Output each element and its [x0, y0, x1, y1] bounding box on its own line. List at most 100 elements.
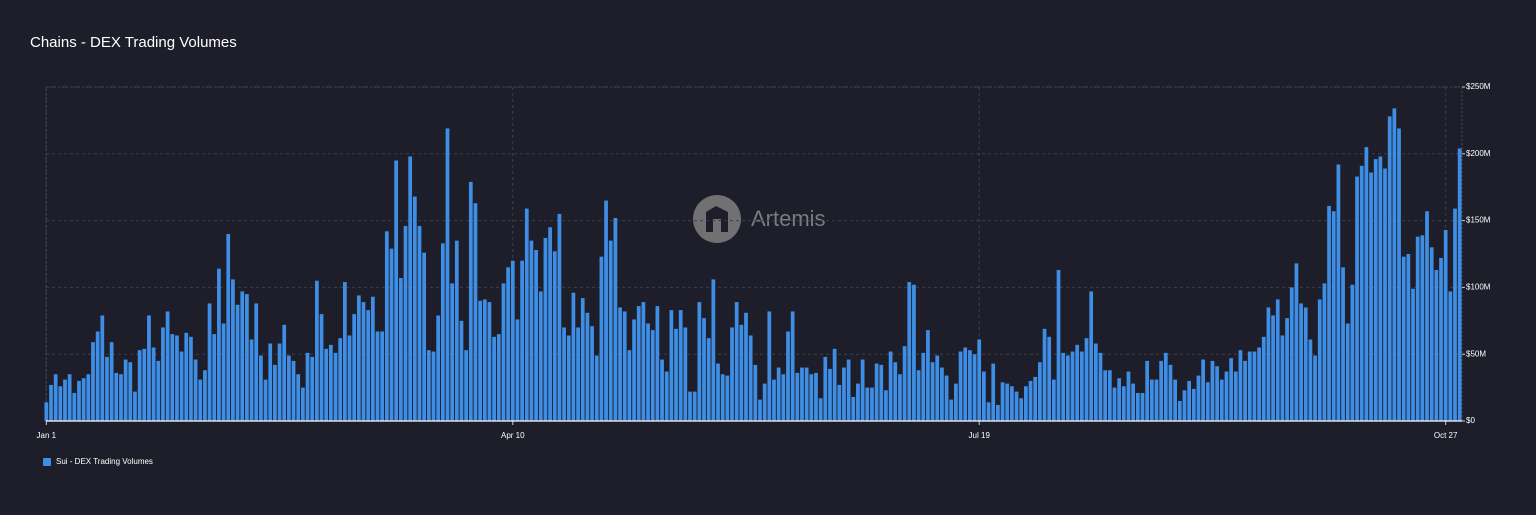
- bar: [660, 359, 664, 421]
- bar: [366, 310, 371, 421]
- bar: [81, 378, 86, 421]
- bar: [496, 334, 501, 421]
- bar: [814, 372, 818, 421]
- bar: [1392, 108, 1397, 421]
- bar: [315, 280, 319, 421]
- bar: [772, 379, 776, 421]
- bar: [123, 359, 128, 421]
- bar: [1089, 291, 1094, 421]
- bar: [1070, 351, 1075, 421]
- bar: [1219, 379, 1224, 421]
- bar: [338, 338, 343, 421]
- bar: [375, 331, 380, 421]
- bar: [189, 336, 193, 421]
- bar: [678, 310, 683, 421]
- bar: [63, 379, 67, 421]
- bar: [613, 217, 618, 421]
- bar: [1336, 164, 1341, 421]
- bar: [1252, 351, 1257, 421]
- bar: [986, 402, 991, 421]
- bar: [566, 335, 571, 421]
- bar: [520, 260, 524, 421]
- bar: [940, 367, 944, 421]
- bar: [1378, 156, 1383, 422]
- bar: [576, 327, 580, 421]
- bar: [632, 319, 636, 421]
- bar: [1289, 287, 1294, 421]
- bar: [1224, 371, 1229, 421]
- bar: [758, 399, 762, 421]
- bar: [384, 231, 389, 421]
- bar: [818, 398, 823, 421]
- bar: [249, 339, 254, 421]
- bar: [706, 338, 711, 421]
- bar: [655, 306, 660, 421]
- y-tick-label: $100M: [1466, 283, 1491, 292]
- bar: [1308, 339, 1313, 421]
- bar: [184, 332, 189, 421]
- bar: [1359, 165, 1364, 421]
- bar: [1439, 258, 1443, 421]
- bar: [585, 312, 590, 421]
- bar: [128, 362, 133, 421]
- bar: [105, 356, 109, 421]
- bar: [1154, 379, 1159, 421]
- bar: [137, 350, 142, 421]
- bar: [1075, 344, 1080, 421]
- bar: [319, 314, 324, 421]
- bar: [72, 392, 77, 421]
- x-tick-label: Oct 27: [1434, 431, 1458, 440]
- x-tick-label: Apr 10: [501, 431, 525, 440]
- bar: [1112, 387, 1117, 421]
- bar: [170, 334, 175, 421]
- bar: [580, 298, 585, 421]
- bar: [1266, 307, 1271, 421]
- bar: [1056, 270, 1061, 421]
- bar: [725, 375, 730, 421]
- bar: [627, 350, 632, 421]
- bar: [1121, 386, 1126, 421]
- bar: [77, 380, 81, 421]
- bar: [58, 386, 63, 421]
- bar: [781, 374, 786, 421]
- bar: [417, 225, 422, 421]
- bar: [608, 240, 613, 421]
- bar: [1047, 336, 1052, 421]
- bar: [963, 347, 968, 421]
- bar: [762, 383, 767, 421]
- bar: [431, 351, 436, 421]
- bar: [412, 196, 417, 421]
- bar: [198, 379, 203, 421]
- bar: [1350, 284, 1355, 421]
- bar: [282, 324, 287, 421]
- bar: [156, 360, 161, 421]
- bar: [1140, 392, 1145, 421]
- bar: [301, 387, 305, 421]
- bar: [361, 302, 366, 421]
- bar: [1000, 382, 1005, 421]
- bar: [734, 302, 739, 421]
- bar: [697, 302, 702, 421]
- bar: [515, 319, 520, 421]
- bar: [557, 213, 562, 421]
- bar: [347, 335, 352, 421]
- bar: [1299, 303, 1303, 421]
- bar: [235, 304, 240, 421]
- bar: [800, 367, 804, 421]
- y-tick-label: $50M: [1466, 349, 1486, 358]
- bar: [1042, 328, 1047, 421]
- bar: [226, 233, 231, 421]
- bar: [846, 359, 851, 421]
- bar: [380, 331, 385, 421]
- bar: [739, 324, 744, 421]
- bar: [1285, 318, 1289, 421]
- bar: [1215, 366, 1219, 421]
- bar: [1014, 391, 1019, 421]
- bar: [1453, 208, 1457, 421]
- bar: [1098, 352, 1103, 421]
- bar: [683, 327, 688, 421]
- bar: [1051, 379, 1056, 421]
- bar: [809, 374, 814, 421]
- bar: [972, 354, 977, 421]
- bar: [291, 360, 296, 421]
